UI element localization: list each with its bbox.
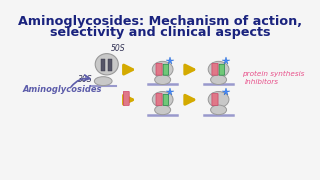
Ellipse shape bbox=[208, 91, 229, 107]
Ellipse shape bbox=[152, 91, 173, 107]
Ellipse shape bbox=[95, 54, 118, 75]
Text: selectivity and clinical aspects: selectivity and clinical aspects bbox=[50, 26, 270, 39]
FancyBboxPatch shape bbox=[163, 94, 169, 105]
Text: Aminoglycosides: Aminoglycosides bbox=[22, 85, 102, 94]
Bar bbox=[100, 59, 105, 71]
Ellipse shape bbox=[211, 105, 227, 115]
FancyBboxPatch shape bbox=[123, 91, 129, 105]
Ellipse shape bbox=[211, 75, 227, 84]
Text: Inhibitors: Inhibitors bbox=[245, 79, 279, 85]
FancyBboxPatch shape bbox=[212, 94, 218, 105]
Ellipse shape bbox=[155, 105, 171, 115]
Text: 30S: 30S bbox=[78, 75, 92, 84]
Ellipse shape bbox=[152, 61, 173, 77]
Ellipse shape bbox=[94, 77, 112, 85]
Text: 50S: 50S bbox=[111, 44, 126, 53]
Bar bbox=[108, 59, 112, 71]
FancyBboxPatch shape bbox=[156, 94, 162, 105]
FancyBboxPatch shape bbox=[219, 64, 224, 75]
Text: Aminoglycosides: Mechanism of action,: Aminoglycosides: Mechanism of action, bbox=[18, 15, 302, 28]
FancyBboxPatch shape bbox=[156, 64, 162, 75]
FancyBboxPatch shape bbox=[212, 64, 218, 75]
Ellipse shape bbox=[155, 75, 171, 84]
FancyBboxPatch shape bbox=[163, 64, 169, 75]
Text: protein synthesis: protein synthesis bbox=[242, 71, 304, 77]
Ellipse shape bbox=[208, 61, 229, 77]
